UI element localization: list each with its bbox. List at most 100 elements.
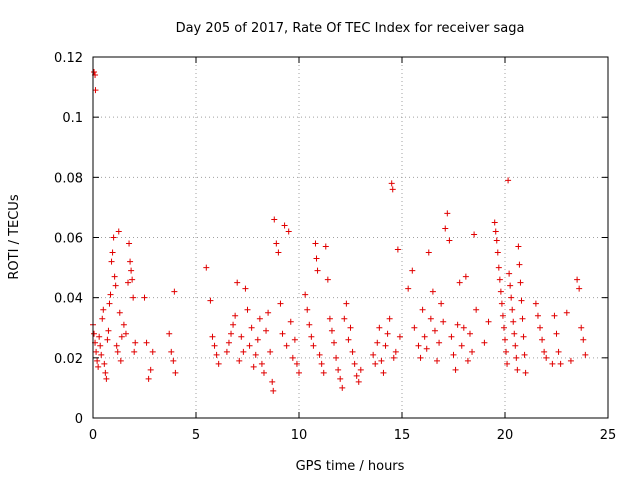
x-axis-title: GPS time / hours (296, 459, 405, 474)
data-point (516, 261, 523, 268)
data-point (223, 348, 230, 355)
data-point (271, 216, 278, 223)
plot-frame (92, 56, 609, 419)
data-point (376, 324, 383, 331)
data-point (170, 357, 177, 364)
data-point (515, 243, 522, 250)
data-point (582, 351, 589, 358)
data-point (421, 333, 428, 340)
data-point (419, 306, 426, 313)
data-point (242, 285, 249, 292)
data-point (270, 387, 277, 394)
data-point (318, 360, 325, 367)
data-point (129, 276, 136, 283)
data-point (125, 279, 132, 286)
data-point (108, 258, 115, 265)
data-point (517, 279, 524, 286)
data-point (438, 300, 445, 307)
data-point (172, 369, 179, 376)
data-point (112, 282, 119, 289)
data-point (473, 306, 480, 313)
data-point (107, 291, 114, 298)
data-point (291, 336, 298, 343)
data-point (110, 234, 117, 241)
data-point (117, 357, 124, 364)
data-point (308, 333, 315, 340)
data-point (232, 312, 239, 319)
data-point (557, 360, 564, 367)
data-point (551, 312, 558, 319)
x-tick-label: 25 (600, 428, 617, 443)
data-point (388, 180, 395, 187)
data-point (355, 378, 362, 385)
data-point (372, 360, 379, 367)
data-point (93, 348, 100, 355)
x-tick-label: 15 (394, 428, 411, 443)
data-point (331, 339, 338, 346)
data-point (494, 249, 501, 256)
data-point (275, 249, 282, 256)
data-point (335, 366, 342, 373)
data-point (580, 336, 587, 343)
data-point (541, 348, 548, 355)
data-point (563, 309, 570, 316)
data-point (493, 237, 500, 244)
data-point (353, 372, 360, 379)
data-point (96, 333, 103, 340)
data-point (510, 318, 517, 325)
data-point (267, 348, 274, 355)
data-point (113, 342, 120, 349)
data-point (143, 339, 150, 346)
data-point (289, 354, 296, 361)
data-point (103, 375, 110, 382)
y-tick-label: 0.06 (54, 232, 83, 247)
data-point (415, 342, 422, 349)
data-point (456, 279, 463, 286)
data-point (503, 348, 510, 355)
data-point (496, 276, 503, 283)
data-point (302, 291, 309, 298)
data-point (434, 357, 441, 364)
data-point (567, 357, 574, 364)
data-point (392, 348, 399, 355)
data-point (145, 375, 152, 382)
data-point (454, 321, 461, 328)
data-point (460, 324, 467, 331)
data-point (265, 309, 272, 316)
data-point (506, 270, 513, 277)
data-point (166, 330, 173, 337)
data-point (539, 336, 546, 343)
data-point (485, 318, 492, 325)
data-point (509, 306, 516, 313)
data-point (104, 336, 111, 343)
data-point (240, 348, 247, 355)
data-point (269, 378, 276, 385)
data-point (481, 339, 488, 346)
data-point (386, 315, 393, 322)
data-point (252, 351, 259, 358)
data-point (502, 336, 508, 343)
data-point (499, 312, 506, 319)
x-tick-label: 20 (497, 428, 514, 443)
data-point (122, 330, 129, 337)
data-point (343, 300, 350, 307)
data-point (378, 357, 385, 364)
data-point (211, 342, 218, 349)
data-point (116, 309, 123, 316)
data-point (100, 306, 107, 313)
data-point (491, 219, 498, 226)
data-point (450, 351, 457, 358)
data-point (281, 222, 288, 229)
data-point (497, 288, 504, 295)
data-point (508, 294, 515, 301)
data-point (149, 348, 156, 355)
data-point (511, 330, 518, 337)
data-point (507, 282, 514, 289)
data-point (380, 369, 387, 376)
data-point (574, 276, 581, 283)
data-point (520, 333, 527, 340)
y-tick-label: 0.1 (62, 111, 83, 126)
data-point (246, 342, 253, 349)
data-point (313, 255, 320, 262)
